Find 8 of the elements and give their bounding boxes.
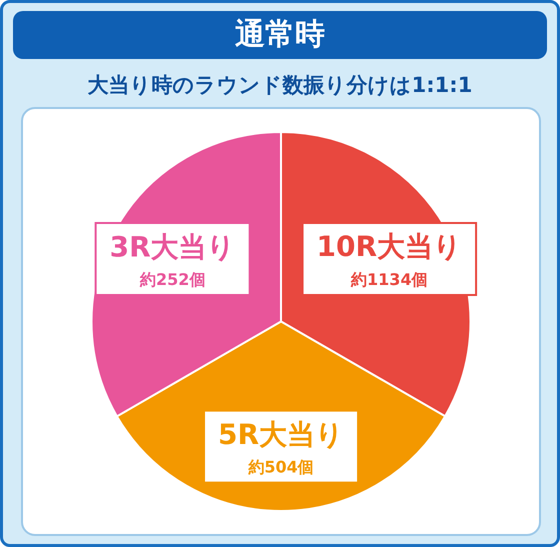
chart-title: 通常時 [13, 11, 547, 59]
data-label: 約252個 [138, 270, 206, 290]
slice-label: 3R大当り [110, 230, 236, 264]
data-label: 約1134個 [350, 270, 428, 290]
slice-label: 5R大当り [218, 418, 344, 451]
chart-subtitle: 大当り時のラウンド数振り分けは1:1:1 [86, 72, 474, 99]
slice-label: 10R大当り [316, 230, 462, 264]
data-label: 約504個 [247, 458, 314, 477]
